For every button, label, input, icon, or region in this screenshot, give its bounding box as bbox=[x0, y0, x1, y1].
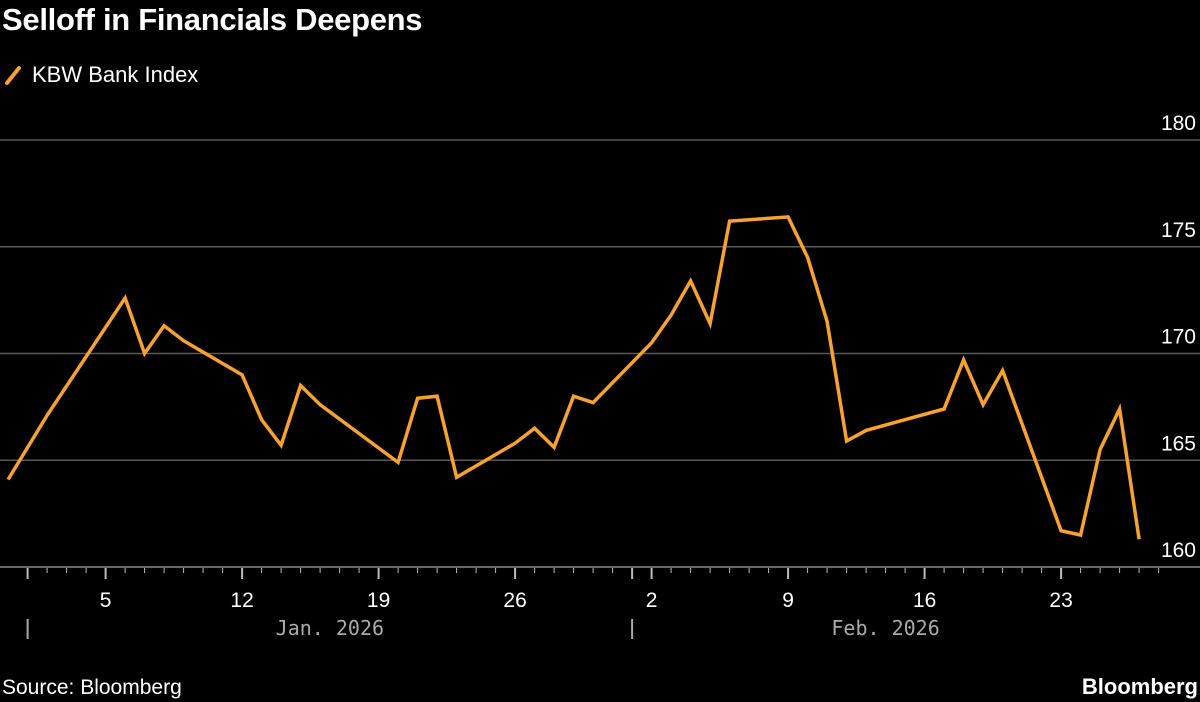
x-tick-label: 2 bbox=[646, 589, 658, 612]
x-tick-label: 23 bbox=[1049, 589, 1072, 612]
brand-logo: Bloomberg bbox=[1081, 674, 1198, 699]
legend-swatch-icon bbox=[5, 66, 21, 85]
y-tick-label: 175 bbox=[1161, 219, 1196, 242]
legend-label: KBW Bank Index bbox=[32, 62, 199, 87]
y-tick-label: 165 bbox=[1161, 432, 1196, 455]
month-label: Jan. 2026 bbox=[276, 616, 384, 640]
source-note: Source: Bloomberg bbox=[2, 676, 182, 699]
x-tick-label: 26 bbox=[503, 589, 526, 612]
chart-title: Selloff in Financials Deepens bbox=[2, 2, 423, 37]
series-line bbox=[6, 215, 1141, 540]
y-tick-label: 180 bbox=[1161, 112, 1196, 135]
x-tick-label: 12 bbox=[230, 589, 253, 612]
y-tick-label: 160 bbox=[1161, 539, 1196, 562]
x-tick-label: 5 bbox=[100, 589, 112, 612]
month-label: Feb. 2026 bbox=[831, 616, 939, 640]
x-tick-label: 9 bbox=[782, 589, 794, 612]
x-tick-label: 16 bbox=[913, 589, 936, 612]
legend: KBW Bank Index bbox=[4, 62, 198, 88]
y-tick-label: 170 bbox=[1161, 326, 1196, 349]
x-tick-label: 19 bbox=[367, 589, 390, 612]
